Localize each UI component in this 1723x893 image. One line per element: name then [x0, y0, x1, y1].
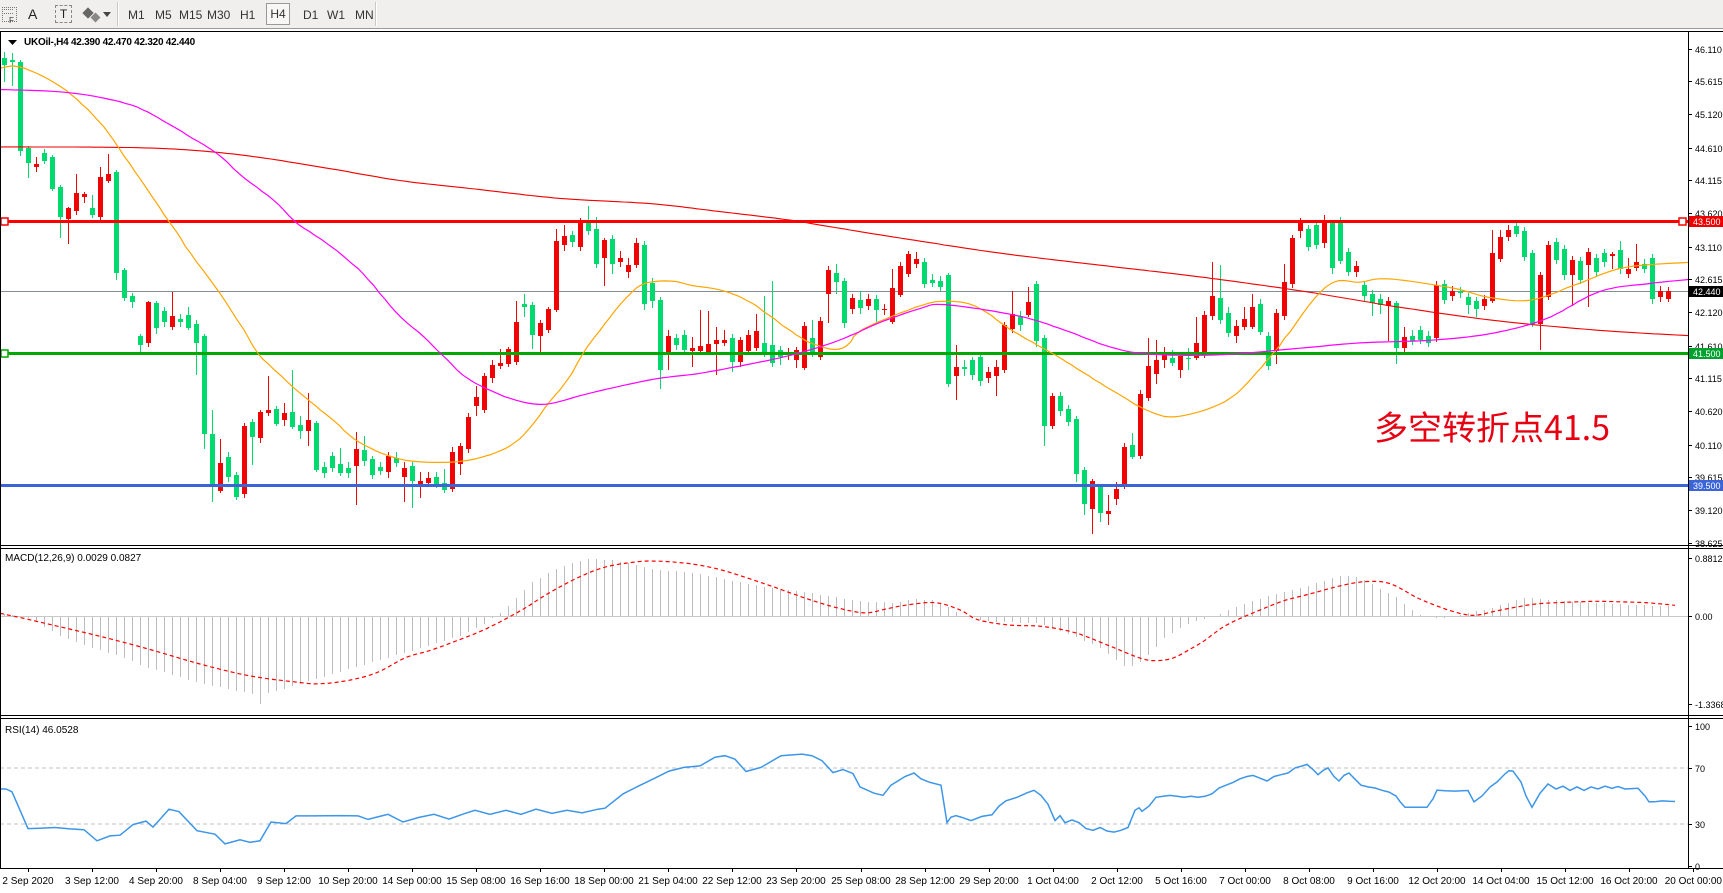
svg-text:9 Sep 12:00: 9 Sep 12:00	[257, 876, 311, 887]
svg-text:45.615: 45.615	[1695, 77, 1723, 87]
svg-text:14 Sep 00:00: 14 Sep 00:00	[382, 876, 442, 887]
svg-text:0.8812: 0.8812	[1695, 554, 1723, 564]
svg-text:44.115: 44.115	[1695, 176, 1722, 186]
svg-text:-1.3368: -1.3368	[1695, 700, 1723, 710]
svg-text:14 Oct 04:00: 14 Oct 04:00	[1472, 876, 1530, 887]
svg-text:8 Sep 04:00: 8 Sep 04:00	[193, 876, 247, 887]
svg-text:43.500: 43.500	[1693, 217, 1721, 227]
svg-text:39.500: 39.500	[1693, 481, 1721, 491]
svg-text:2 Sep 2020: 2 Sep 2020	[2, 876, 54, 887]
svg-text:4 Sep 20:00: 4 Sep 20:00	[129, 876, 183, 887]
svg-text:100: 100	[1695, 722, 1710, 732]
svg-text:40.110: 40.110	[1695, 441, 1722, 451]
svg-text:18 Sep 00:00: 18 Sep 00:00	[574, 876, 634, 887]
svg-text:16 Sep 16:00: 16 Sep 16:00	[510, 876, 570, 887]
svg-text:28 Sep 12:00: 28 Sep 12:00	[895, 876, 955, 887]
svg-text:9 Oct 16:00: 9 Oct 16:00	[1347, 876, 1399, 887]
svg-text:41.500: 41.500	[1693, 349, 1721, 359]
svg-text:2 Oct 12:00: 2 Oct 12:00	[1091, 876, 1143, 887]
svg-text:70: 70	[1695, 764, 1705, 774]
svg-text:42.440: 42.440	[1693, 287, 1721, 297]
svg-text:21 Sep 04:00: 21 Sep 04:00	[638, 876, 698, 887]
svg-text:0.00: 0.00	[1695, 612, 1713, 622]
svg-text:39.120: 39.120	[1695, 506, 1723, 516]
svg-text:29 Sep 20:00: 29 Sep 20:00	[959, 876, 1019, 887]
svg-text:42.120: 42.120	[1695, 308, 1723, 318]
svg-text:10 Sep 20:00: 10 Sep 20:00	[318, 876, 378, 887]
svg-text:3 Sep 12:00: 3 Sep 12:00	[65, 876, 119, 887]
svg-text:23 Sep 20:00: 23 Sep 20:00	[766, 876, 826, 887]
svg-text:MACD(12,26,9) 0.0029 0.0827: MACD(12,26,9) 0.0029 0.0827	[5, 553, 142, 564]
svg-text:38.625: 38.625	[1695, 539, 1723, 549]
svg-text:20 Oct 00:00: 20 Oct 00:00	[1665, 876, 1723, 887]
svg-text:12 Oct 20:00: 12 Oct 20:00	[1408, 876, 1466, 887]
svg-text:44.610: 44.610	[1695, 144, 1723, 154]
svg-text:UKOil-,H4 42.390 42.470 42.32: UKOil-,H4 42.390 42.470 42.320 42.440	[24, 37, 196, 48]
svg-text:8 Oct 08:00: 8 Oct 08:00	[1283, 876, 1335, 887]
svg-text:7 Oct 00:00: 7 Oct 00:00	[1219, 876, 1271, 887]
svg-text:15 Oct 12:00: 15 Oct 12:00	[1536, 876, 1594, 887]
svg-text:0: 0	[1695, 862, 1700, 872]
svg-text:1 Oct 04:00: 1 Oct 04:00	[1027, 876, 1079, 887]
svg-text:40.620: 40.620	[1695, 407, 1723, 417]
svg-text:43.110: 43.110	[1695, 243, 1722, 253]
svg-text:25 Sep 08:00: 25 Sep 08:00	[831, 876, 891, 887]
svg-text:46.110: 46.110	[1695, 45, 1722, 55]
svg-text:45.120: 45.120	[1695, 110, 1723, 120]
svg-text:30: 30	[1695, 820, 1705, 830]
svg-text:22 Sep 12:00: 22 Sep 12:00	[702, 876, 762, 887]
svg-text:5 Oct 16:00: 5 Oct 16:00	[1155, 876, 1207, 887]
svg-text:43.620: 43.620	[1695, 209, 1723, 219]
svg-text:39.615: 39.615	[1695, 473, 1723, 483]
svg-text:16 Oct 20:00: 16 Oct 20:00	[1600, 876, 1658, 887]
svg-text:15 Sep 08:00: 15 Sep 08:00	[446, 876, 506, 887]
svg-text:41.115: 41.115	[1695, 374, 1722, 384]
svg-text:42.615: 42.615	[1695, 275, 1723, 285]
svg-text:RSI(14) 46.0528: RSI(14) 46.0528	[5, 725, 79, 736]
svg-text:41.610: 41.610	[1695, 342, 1723, 352]
